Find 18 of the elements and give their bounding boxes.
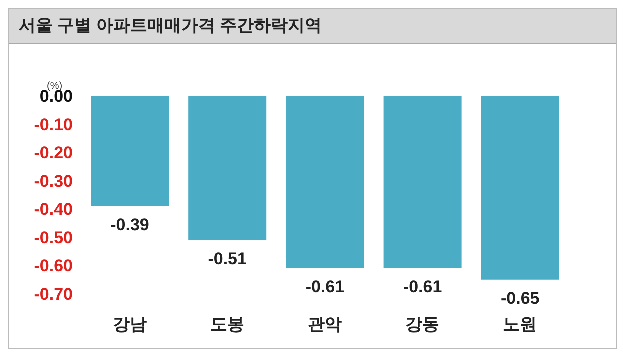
data-label: -0.51 [208, 249, 247, 268]
x-tick-label: 강동 [406, 315, 440, 334]
x-tick-label: 도봉 [210, 315, 244, 334]
y-tick-label: -0.60 [34, 256, 73, 276]
x-tick-label: 강남 [112, 315, 147, 334]
data-label: -0.61 [306, 278, 345, 297]
data-label: -0.39 [110, 215, 150, 234]
x-tick-label: 관악 [308, 315, 342, 334]
y-tick-label: -0.20 [34, 144, 73, 163]
data-label: -0.61 [403, 278, 442, 297]
y-tick-label: -0.10 [34, 115, 73, 134]
y-tick-label: -0.30 [34, 172, 73, 191]
y-tick-label: -0.70 [34, 285, 73, 304]
y-tick-label: -0.50 [34, 228, 73, 248]
x-tick-label: 노원 [503, 315, 538, 334]
chart-title: 서울 구별 아파트매매가격 주간하락지역 [9, 9, 616, 44]
data-label: -0.65 [501, 288, 540, 308]
y-tick-label: -0.40 [34, 200, 73, 220]
